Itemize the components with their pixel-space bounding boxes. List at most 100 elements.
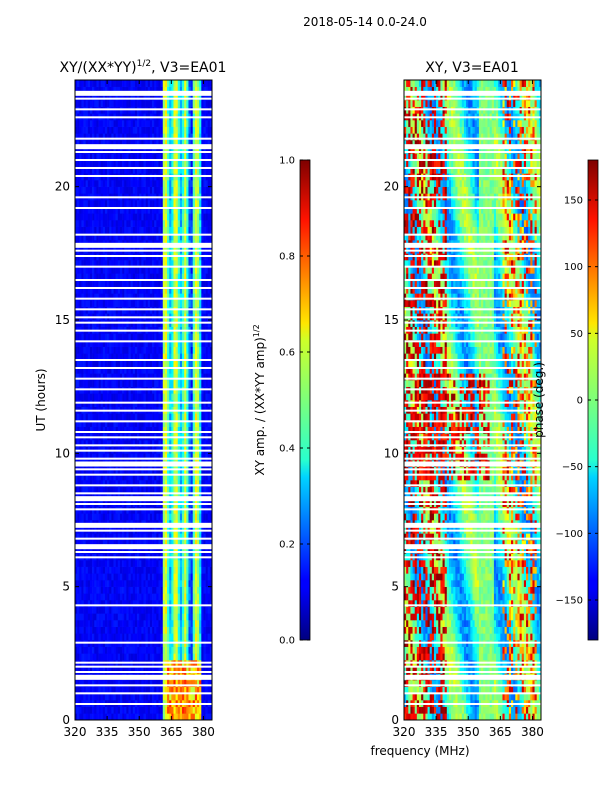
amp-cell	[184, 300, 186, 307]
amp-cell	[152, 613, 154, 620]
amp-cell	[173, 513, 175, 520]
amp-cell	[165, 620, 167, 627]
amp-cell	[99, 633, 101, 640]
amp-cell	[120, 560, 122, 567]
amp-cell	[99, 620, 101, 627]
amp-cell	[144, 413, 146, 420]
amp-cell	[124, 200, 126, 207]
amp-cell	[103, 580, 105, 587]
amp-cell	[122, 413, 124, 420]
amp-cell	[161, 280, 163, 287]
amp-cell	[129, 573, 131, 580]
amp-cell	[180, 267, 182, 274]
amp-cell	[184, 573, 186, 580]
amp-cell	[199, 413, 201, 420]
amp-cell	[163, 560, 165, 567]
amp-cell	[161, 347, 163, 354]
amp-cell	[92, 267, 94, 274]
amp-cell	[94, 333, 96, 340]
amp-cell	[120, 607, 122, 614]
amp-cell	[201, 227, 203, 234]
amp-cell	[201, 280, 203, 287]
amp-cell	[116, 227, 118, 234]
amp-cell	[135, 713, 137, 720]
amp-cell	[201, 607, 203, 614]
amp-cell	[77, 607, 79, 614]
amp-cell	[199, 513, 201, 520]
amp-cell	[81, 587, 83, 594]
amp-cell	[141, 567, 143, 574]
amp-cell	[92, 647, 94, 654]
amp-cell	[176, 713, 178, 720]
amp-cell	[141, 347, 143, 354]
amp-cell	[193, 227, 195, 234]
amp-cell	[201, 593, 203, 600]
amp-cell	[120, 393, 122, 400]
amp-cell	[135, 267, 137, 274]
amp-cell	[163, 380, 165, 387]
amp-cell	[105, 593, 107, 600]
amp-cell	[146, 220, 148, 227]
amp-cell	[206, 413, 208, 420]
amp-cell	[135, 227, 137, 234]
amp-cell	[161, 633, 163, 640]
amp-cell	[84, 607, 86, 614]
amp-cell	[176, 360, 178, 367]
amp-cell	[101, 607, 103, 614]
amp-cell	[148, 333, 150, 340]
amp-cell	[193, 587, 195, 594]
amp-cell	[84, 347, 86, 354]
amp-cell	[129, 213, 131, 220]
amp-cell	[188, 513, 190, 520]
amp-cell	[184, 220, 186, 227]
amp-cell	[158, 513, 160, 520]
amp-cell	[191, 693, 193, 700]
amp-cell	[173, 580, 175, 587]
amp-cell	[180, 580, 182, 587]
amp-cell	[206, 627, 208, 634]
amp-cell	[150, 280, 152, 287]
amp-cell	[203, 200, 205, 207]
amp-cell	[206, 653, 208, 660]
amp-cell	[118, 587, 120, 594]
amp-cell	[184, 620, 186, 627]
amp-cell	[186, 360, 188, 367]
amp-cell	[137, 213, 139, 220]
amp-cell	[137, 227, 139, 234]
amp-cell	[182, 360, 184, 367]
amp-cell	[186, 713, 188, 720]
amp-cell	[129, 220, 131, 227]
amp-cell	[150, 620, 152, 627]
amp-cell	[133, 620, 135, 627]
amp-cell	[195, 567, 197, 574]
amp-cell	[178, 593, 180, 600]
amp-cell	[103, 393, 105, 400]
amp-cell	[94, 347, 96, 354]
amp-cell	[129, 200, 131, 207]
amp-cell	[109, 633, 111, 640]
amp-cell	[129, 633, 131, 640]
amp-cell	[176, 647, 178, 654]
amp-cell	[96, 707, 98, 714]
amp-cell	[178, 707, 180, 714]
amp-cell	[161, 413, 163, 420]
amp-cell	[122, 280, 124, 287]
amp-cell	[193, 607, 195, 614]
amp-cell	[90, 280, 92, 287]
amp-cell	[161, 200, 163, 207]
amp-cell	[148, 300, 150, 307]
amp-cell	[77, 347, 79, 354]
amp-cell	[103, 647, 105, 654]
amp-cell	[103, 267, 105, 274]
amp-cell	[96, 393, 98, 400]
amp-cell	[186, 707, 188, 714]
amp-cell	[195, 220, 197, 227]
amp-cell	[208, 513, 210, 520]
amp-cell	[118, 393, 120, 400]
amp-cell	[195, 560, 197, 567]
amp-cell	[201, 213, 203, 220]
amp-cell	[188, 573, 190, 580]
amp-cell	[182, 647, 184, 654]
amp-cell	[96, 587, 98, 594]
amp-cell	[203, 633, 205, 640]
